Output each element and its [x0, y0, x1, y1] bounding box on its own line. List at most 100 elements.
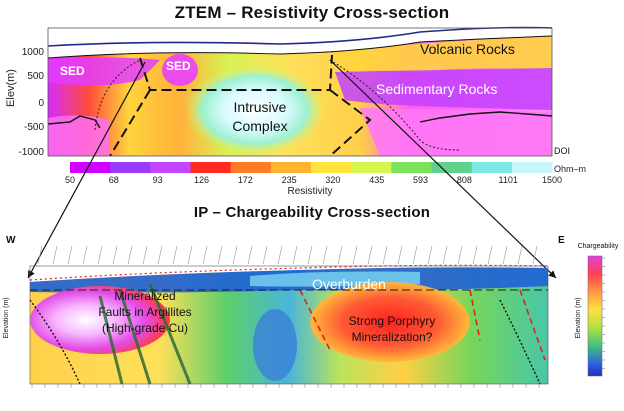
ztem-intrusive-core	[185, 65, 325, 155]
colorbar-tick-label: 50	[65, 175, 75, 185]
resistivity-colorbar: 50 68 93 126 172 235 320 435 593 808 1101 1500	[65, 162, 562, 185]
colorbar-swatch	[230, 162, 272, 173]
station-marker	[322, 245, 328, 265]
station-marker	[472, 245, 478, 265]
colorbar-swatch	[391, 162, 432, 173]
station-marker	[97, 245, 103, 265]
station-marker	[172, 245, 178, 265]
station-marker	[52, 245, 58, 265]
station-marker	[127, 245, 133, 265]
ztem-label-intrusive-2: Complex	[232, 118, 287, 134]
station-marker	[487, 245, 493, 265]
station-marker	[217, 245, 223, 265]
colorbar-tick-label: 235	[282, 175, 297, 185]
colorbar-swatch	[110, 162, 151, 173]
ztem-surface-line	[47, 35, 553, 59]
ip-porphyry-anomaly	[310, 282, 470, 362]
ztem-sed-mid-zone	[162, 54, 198, 86]
station-marker	[187, 245, 193, 265]
station-marker	[412, 245, 418, 265]
station-marker	[352, 245, 358, 265]
ip-topography-line	[29, 264, 549, 281]
ztem-dotted-contour	[94, 59, 461, 151]
colorbar-unit: Ohm–m	[554, 164, 586, 174]
ip-label-porphyry-2: Mineralization?	[352, 330, 433, 344]
ztem-intrusive-outline	[109, 54, 372, 157]
colorbar-swatch	[511, 162, 553, 173]
station-marker	[517, 245, 523, 265]
ip-east-label: E	[558, 235, 565, 246]
station-marker	[67, 245, 73, 265]
connector-arrow-right	[329, 59, 557, 279]
ip-station-labels	[37, 245, 538, 265]
ztem-label-intrusive-1: Intrusive	[234, 99, 287, 115]
station-marker	[442, 245, 448, 265]
ztem-label-sedimentary: Sedimentary Rocks	[376, 81, 497, 97]
ztem-title: ZTEM – Resistivity Cross-section	[174, 3, 450, 22]
station-marker	[37, 245, 43, 265]
station-marker	[307, 245, 313, 265]
ztem-lower-pink-zone	[360, 108, 552, 156]
station-marker	[457, 245, 463, 265]
ztem-label-doi: DOI	[554, 146, 570, 156]
ztem-frame	[47, 27, 553, 157]
ztem-y-axis-label: Elev(m)	[5, 69, 17, 107]
ip-y-axis-label-right: Elevation (m)	[575, 297, 582, 338]
ip-y-axis-label-left: Elevation (m)	[3, 297, 10, 338]
station-marker	[232, 245, 238, 265]
ztem-y-tick: 0	[38, 98, 44, 109]
ip-low-zone	[253, 309, 297, 381]
station-marker	[112, 245, 118, 265]
colorbar-swatch	[190, 162, 232, 173]
ztem-section: Elev(m) 1000 500 0 -500 -1000 SED SED V	[5, 26, 586, 197]
station-marker	[157, 245, 163, 265]
colorbar-swatch	[431, 162, 473, 173]
ztem-label-sed-mid: SED	[166, 59, 191, 73]
ip-dashed-outline	[299, 289, 546, 361]
ztem-label-volcanic: Volcanic Rocks	[420, 41, 515, 57]
colorbar-tick-label: 93	[153, 175, 163, 185]
station-marker	[382, 245, 388, 265]
ip-frame	[29, 265, 549, 385]
ztem-left-pink-zone	[48, 115, 110, 156]
station-marker	[277, 245, 283, 265]
station-marker	[247, 245, 253, 265]
colorbar-tick-label: 593	[413, 175, 428, 185]
station-marker	[502, 245, 508, 265]
station-marker	[202, 245, 208, 265]
ip-label-mineralized-3: (High-grade Cu)	[102, 321, 188, 335]
ztem-y-tick: -500	[24, 122, 44, 133]
colorbar-tick-label: 126	[194, 175, 209, 185]
ztem-doi-line	[47, 111, 553, 129]
colorbar-tick-label: 435	[369, 175, 384, 185]
colorbar-swatch	[150, 162, 191, 173]
colorbar-swatch	[270, 162, 312, 173]
colorbar-tick-label: 172	[238, 175, 253, 185]
ztem-y-tick: 1000	[22, 47, 45, 58]
station-marker	[397, 245, 403, 265]
ztem-y-tick: -1000	[18, 147, 44, 158]
station-marker	[367, 245, 373, 265]
station-marker	[262, 245, 268, 265]
ztem-y-ticks: 1000 500 0 -500 -1000	[18, 47, 44, 158]
ip-label-overburden: Overburden	[312, 276, 386, 292]
colorbar-tick-label: 808	[457, 175, 472, 185]
connector-arrow-left	[27, 61, 146, 279]
colorbar-swatch	[311, 162, 352, 173]
ztem-sedimentary-zone	[335, 68, 552, 110]
ip-label-mineralized-2: Faults in Argillites	[98, 305, 191, 319]
station-marker	[82, 245, 88, 265]
station-marker	[292, 245, 298, 265]
ztem-label-sed-left: SED	[60, 64, 85, 78]
ip-label-mineralized-1: Mineralized	[114, 289, 175, 303]
colorbar-swatch	[471, 162, 513, 173]
colorbar-tick-label: 320	[325, 175, 340, 185]
chargeability-legend-bar	[587, 255, 603, 377]
chargeability-legend-ticks	[602, 257, 605, 369]
ip-west-label: W	[6, 235, 16, 246]
ip-dotted-boundaries	[29, 299, 541, 385]
ip-section: W E Elevation (m) Elevation (m) Overburd…	[3, 235, 619, 388]
ztem-volcanic-zone	[330, 36, 552, 72]
colorbar-swatch	[351, 162, 392, 173]
